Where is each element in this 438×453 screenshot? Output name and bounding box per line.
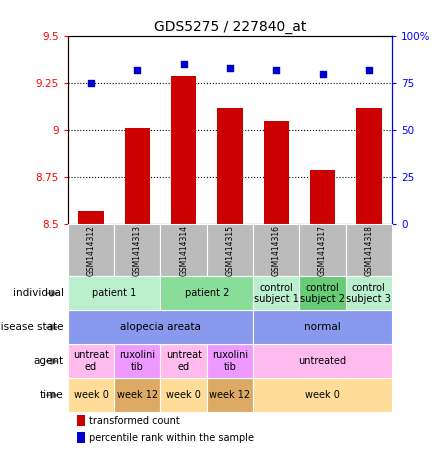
Point <box>88 80 95 87</box>
Bar <box>124 128 150 224</box>
Text: GSM1414313: GSM1414313 <box>133 225 142 276</box>
Bar <box>356 108 381 224</box>
Bar <box>171 76 196 224</box>
Point <box>319 70 326 77</box>
Text: GSM1414317: GSM1414317 <box>318 225 327 276</box>
Point <box>180 61 187 68</box>
Text: agent: agent <box>33 356 64 366</box>
Text: week 0: week 0 <box>305 390 340 400</box>
Text: normal: normal <box>304 322 341 333</box>
Point <box>273 67 280 74</box>
Point <box>365 67 372 74</box>
Text: patient 1: patient 1 <box>92 288 136 299</box>
Text: transformed count: transformed count <box>89 416 180 426</box>
Text: control
subject 2: control subject 2 <box>300 283 345 304</box>
Point <box>226 65 233 72</box>
Text: untreated: untreated <box>298 356 346 366</box>
Title: GDS5275 / 227840_at: GDS5275 / 227840_at <box>154 20 306 34</box>
Text: GSM1414315: GSM1414315 <box>226 225 234 276</box>
Point <box>134 67 141 74</box>
Text: week 12: week 12 <box>117 390 158 400</box>
Text: untreat
ed: untreat ed <box>73 351 109 372</box>
Text: percentile rank within the sample: percentile rank within the sample <box>89 433 254 443</box>
Text: GSM1414312: GSM1414312 <box>87 225 95 276</box>
Bar <box>78 211 104 224</box>
Text: ruxolini
tib: ruxolini tib <box>119 351 155 372</box>
Text: untreat
ed: untreat ed <box>166 351 201 372</box>
Text: week 0: week 0 <box>74 390 109 400</box>
Text: GSM1414314: GSM1414314 <box>179 225 188 276</box>
Text: alopecia areata: alopecia areata <box>120 322 201 333</box>
Text: week 0: week 0 <box>166 390 201 400</box>
Text: patient 2: patient 2 <box>184 288 229 299</box>
Text: control
subject 3: control subject 3 <box>346 283 391 304</box>
Text: control
subject 1: control subject 1 <box>254 283 299 304</box>
Bar <box>264 121 289 224</box>
Text: individual: individual <box>13 288 64 299</box>
Bar <box>217 108 243 224</box>
Text: time: time <box>40 390 64 400</box>
Text: GSM1414316: GSM1414316 <box>272 225 281 276</box>
Text: week 12: week 12 <box>209 390 251 400</box>
Bar <box>310 170 335 224</box>
Text: disease state: disease state <box>0 322 64 333</box>
Text: ruxolini
tib: ruxolini tib <box>212 351 248 372</box>
Text: GSM1414318: GSM1414318 <box>364 225 373 276</box>
